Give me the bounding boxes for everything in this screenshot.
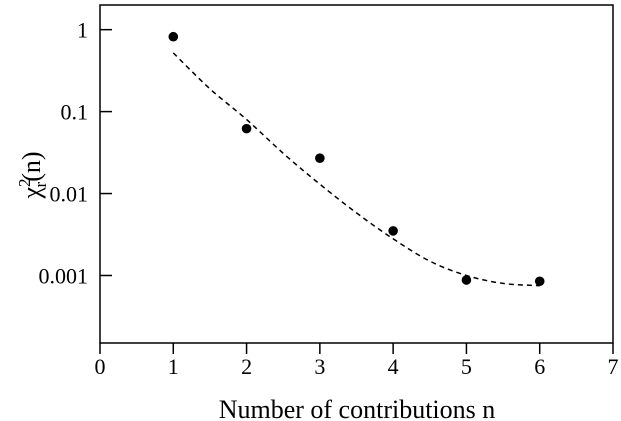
x-tick-label: 5 (461, 354, 472, 379)
x-tick-label: 0 (95, 354, 106, 379)
x-tick-label: 3 (314, 354, 325, 379)
y-axis-title-subscript: r (31, 181, 50, 187)
data-points (168, 31, 545, 287)
y-axis-title-suffix: (n) (17, 151, 46, 181)
tick-labels: 0 1 2 3 4 5 6 7 1 0.1 0.01 0.001 (39, 18, 619, 379)
y-axis-title: χ2r(n) (15, 151, 50, 199)
y-tick-label: 0.1 (61, 100, 89, 125)
x-tick-label: 1 (168, 354, 179, 379)
y-axis-title-superscript: 2 (15, 178, 34, 187)
data-point (168, 31, 179, 42)
y-tick-label: 0.001 (39, 263, 89, 288)
data-point (461, 275, 472, 285)
plot-frame (99, 4, 614, 344)
y-tick-label: 1 (77, 18, 88, 43)
x-tick-label: 7 (608, 354, 619, 379)
y-axis-title-base: χ (17, 187, 46, 200)
data-point (315, 153, 325, 164)
fit-curve (172, 52, 540, 287)
x-tick-label: 6 (534, 354, 545, 379)
x-tick-label: 4 (388, 354, 399, 379)
data-point (388, 226, 398, 236)
ticks (99, 28, 614, 354)
x-tick-label: 2 (241, 354, 252, 379)
x-axis-title: Number of contributions n (219, 395, 496, 421)
data-point (534, 276, 545, 287)
data-point (241, 123, 252, 134)
y-tick-label: 0.01 (50, 182, 89, 207)
